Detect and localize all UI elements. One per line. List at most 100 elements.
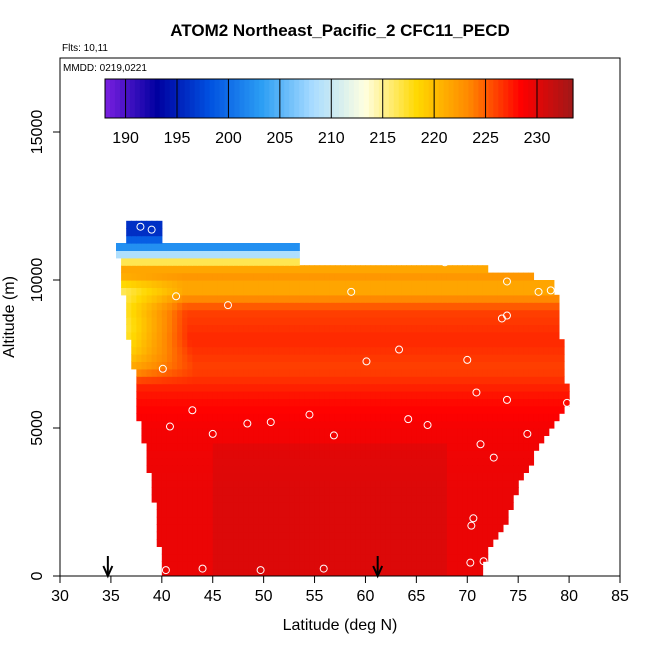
field-cell — [136, 280, 143, 288]
field-cell — [151, 250, 158, 259]
field-cell — [350, 479, 356, 488]
field-cell — [217, 531, 224, 540]
field-cell — [263, 546, 270, 555]
field-cell — [207, 524, 214, 533]
field-cell — [533, 280, 540, 288]
field-cell — [518, 324, 524, 333]
field-cell — [416, 539, 423, 547]
field-cell — [253, 376, 260, 385]
field-cell — [248, 309, 255, 318]
field-cell — [126, 272, 132, 281]
field-cell — [385, 294, 392, 303]
field-cell — [243, 435, 249, 444]
field-cell — [457, 398, 463, 407]
field-cell — [228, 568, 234, 576]
field-cell — [390, 331, 397, 340]
field-cell — [406, 376, 412, 385]
field-cell — [401, 405, 407, 414]
field-cell — [472, 346, 479, 355]
field-cell — [141, 368, 148, 377]
field-cell — [365, 546, 372, 555]
sample-point — [469, 514, 478, 523]
field-cell — [253, 324, 260, 333]
field-cell — [502, 487, 509, 496]
field-cell — [436, 428, 443, 436]
field-cell — [182, 442, 188, 451]
x-tick-label: 75 — [509, 588, 527, 605]
field-cell — [258, 309, 265, 318]
field-cell — [365, 509, 372, 518]
field-cell — [375, 287, 382, 296]
field-cell — [508, 391, 514, 399]
field-cell — [457, 405, 463, 414]
field-cell — [467, 479, 473, 488]
field-cell — [375, 502, 382, 510]
field-cell — [156, 524, 163, 533]
field-cell — [385, 457, 392, 466]
field-cell — [406, 465, 412, 473]
field-cell — [233, 302, 239, 311]
field-cell — [416, 413, 423, 422]
field-cell — [406, 383, 412, 392]
field-cell — [263, 442, 270, 451]
field-cell — [355, 428, 361, 436]
field-cell — [228, 368, 234, 377]
field-cell — [304, 561, 311, 570]
colorbar-swatch — [563, 79, 569, 118]
field-cell — [192, 531, 199, 540]
y-tick-label: 15000 — [29, 110, 46, 155]
field-cell — [284, 516, 290, 525]
field-cell — [340, 546, 346, 555]
field-cell — [329, 502, 336, 510]
field-cell — [426, 361, 433, 370]
field-cell — [508, 487, 514, 496]
field-cell — [401, 331, 407, 340]
field-cell — [116, 250, 122, 259]
field-cell — [396, 494, 402, 503]
field-cell — [365, 568, 372, 576]
field-cell — [222, 509, 229, 518]
field-cell — [177, 450, 183, 459]
field-cell — [436, 383, 443, 392]
field-cell — [502, 383, 509, 392]
sample-point — [546, 286, 555, 295]
field-cell — [233, 539, 239, 547]
field-cell — [406, 302, 412, 311]
field-cell — [166, 368, 173, 377]
field-cell — [360, 265, 367, 274]
field-cell — [222, 272, 229, 281]
field-cell — [212, 250, 219, 259]
field-cell — [151, 324, 158, 333]
field-cell — [278, 509, 285, 518]
colorbar-swatch — [269, 79, 275, 118]
sample-point — [467, 521, 476, 530]
field-cell — [462, 420, 468, 429]
field-cell — [172, 405, 178, 414]
field-cell — [416, 494, 423, 503]
field-cell — [146, 280, 153, 288]
field-cell — [411, 413, 417, 422]
field-cell — [212, 553, 219, 562]
field-cell — [385, 302, 392, 311]
field-cell — [543, 346, 550, 355]
field-cell — [457, 265, 463, 274]
field-cell — [472, 479, 479, 488]
field-cell — [324, 331, 331, 340]
colorbar-swatch — [343, 79, 350, 118]
field-cell — [523, 435, 529, 444]
field-cell — [355, 516, 361, 525]
field-cell — [202, 272, 209, 281]
field-cell — [441, 539, 448, 547]
colorbar-swatch — [329, 79, 335, 118]
field-cell — [467, 383, 473, 392]
field-cell — [278, 435, 285, 444]
field-cell — [258, 250, 265, 259]
field-cell — [385, 494, 392, 503]
field-cell — [431, 324, 438, 333]
field-cell — [299, 479, 305, 488]
field-cell — [426, 294, 433, 303]
field-cell — [289, 346, 295, 355]
field-cell — [375, 309, 382, 318]
field-cell — [233, 339, 239, 348]
field-cell — [334, 553, 341, 562]
